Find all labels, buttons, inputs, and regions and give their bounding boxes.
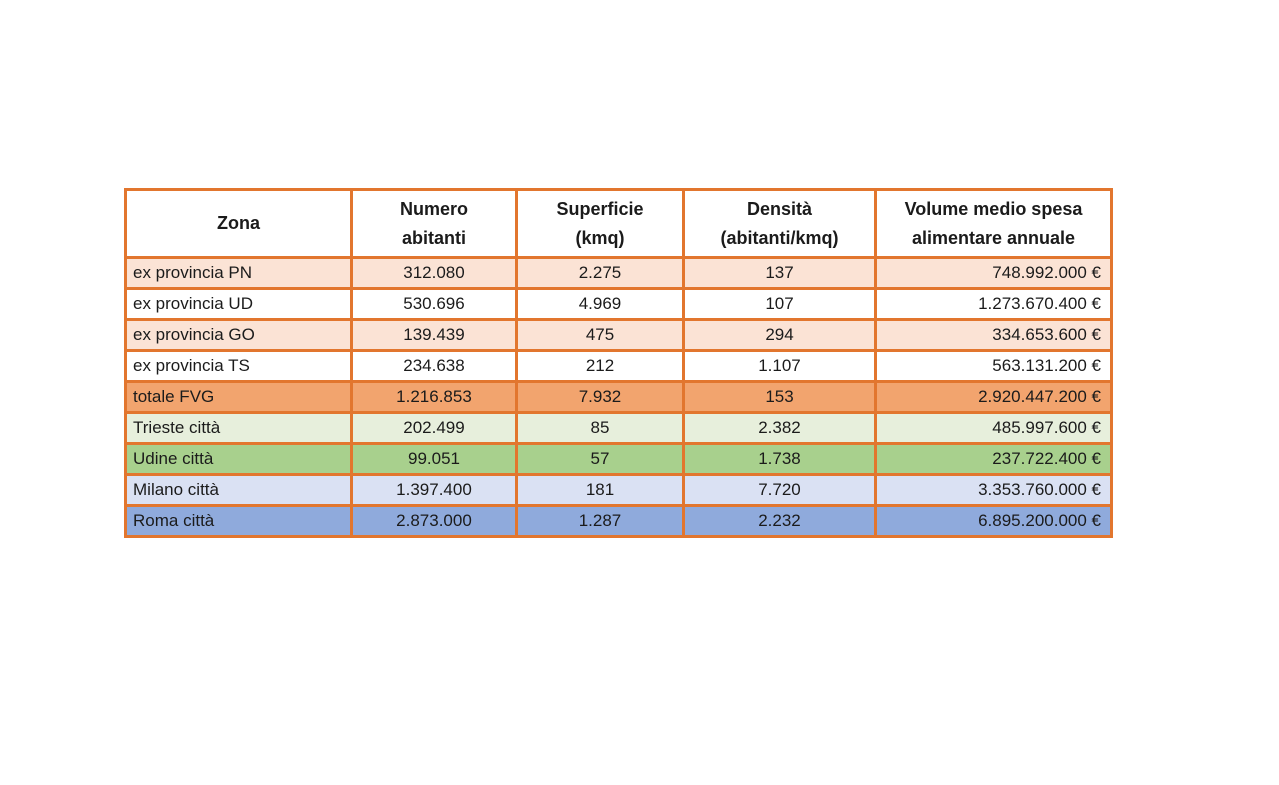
cell-superficie: 4.969	[515, 287, 685, 321]
column-header-label: (abitanti/kmq)	[720, 227, 839, 248]
column-header-numero-abitanti: Numero abitanti	[350, 188, 518, 259]
cell-superficie: 57	[515, 442, 685, 476]
cell-zona: Udine città	[124, 442, 353, 476]
cell-volume-spesa: 3.353.760.000 €	[874, 473, 1113, 507]
cell-numero-abitanti: 234.638	[350, 349, 518, 383]
cell-superficie: 85	[515, 411, 685, 445]
column-header-volume-spesa: Volume medio spesa alimentare annuale	[874, 188, 1113, 259]
column-header-zona: Zona	[124, 188, 353, 259]
cell-numero-abitanti: 139.439	[350, 318, 518, 352]
cell-zona: ex provincia TS	[124, 349, 353, 383]
cell-zona: Roma città	[124, 504, 353, 538]
table-row: ex provincia UD 530.696 4.969 107 1.273.…	[124, 287, 1113, 321]
cell-zona: ex provincia UD	[124, 287, 353, 321]
table-row-total: totale FVG 1.216.853 7.932 153 2.920.447…	[124, 380, 1113, 414]
table-row: ex provincia GO 139.439 475 294 334.653.…	[124, 318, 1113, 352]
cell-superficie: 212	[515, 349, 685, 383]
column-header-densita: Densità (abitanti/kmq)	[682, 188, 877, 259]
cell-superficie: 7.932	[515, 380, 685, 414]
column-header-label: alimentare annuale	[911, 227, 1076, 248]
cell-densita: 107	[682, 287, 877, 321]
cell-numero-abitanti: 530.696	[350, 287, 518, 321]
cell-volume-spesa: 485.997.600 €	[874, 411, 1113, 445]
cell-densita: 294	[682, 318, 877, 352]
cell-densita: 7.720	[682, 473, 877, 507]
table-row: Milano città 1.397.400 181 7.720 3.353.7…	[124, 473, 1113, 507]
cell-zona: Milano città	[124, 473, 353, 507]
column-header-label: Superficie	[556, 198, 644, 219]
cell-volume-spesa: 748.992.000 €	[874, 256, 1113, 290]
cell-volume-spesa: 6.895.200.000 €	[874, 504, 1113, 538]
cell-numero-abitanti: 1.397.400	[350, 473, 518, 507]
cell-densita: 1.738	[682, 442, 877, 476]
header-row: Zona Numero abitanti Superficie (kmq) De…	[124, 188, 1113, 259]
cell-densita: 2.232	[682, 504, 877, 538]
table-row: ex provincia TS 234.638 212 1.107 563.13…	[124, 349, 1113, 383]
cell-superficie: 475	[515, 318, 685, 352]
cell-densita: 137	[682, 256, 877, 290]
cell-numero-abitanti: 202.499	[350, 411, 518, 445]
cell-superficie: 2.275	[515, 256, 685, 290]
cell-zona: ex provincia PN	[124, 256, 353, 290]
cell-superficie: 181	[515, 473, 685, 507]
column-header-label: Zona	[217, 213, 260, 233]
cell-volume-spesa: 1.273.670.400 €	[874, 287, 1113, 321]
cell-zona: ex provincia GO	[124, 318, 353, 352]
table-row: ex provincia PN 312.080 2.275 137 748.99…	[124, 256, 1113, 290]
cell-zona: Trieste città	[124, 411, 353, 445]
column-header-label: Volume medio spesa	[904, 198, 1083, 219]
cell-superficie: 1.287	[515, 504, 685, 538]
cell-numero-abitanti: 312.080	[350, 256, 518, 290]
table-row: Udine città 99.051 57 1.738 237.722.400 …	[124, 442, 1113, 476]
cell-volume-spesa: 334.653.600 €	[874, 318, 1113, 352]
column-header-label: Densità	[746, 198, 813, 219]
cell-numero-abitanti: 2.873.000	[350, 504, 518, 538]
cell-volume-spesa: 237.722.400 €	[874, 442, 1113, 476]
table-row: Trieste città 202.499 85 2.382 485.997.6…	[124, 411, 1113, 445]
column-header-label: (kmq)	[575, 227, 625, 248]
column-header-label: abitanti	[401, 227, 466, 248]
cell-densita: 153	[682, 380, 877, 414]
cell-numero-abitanti: 99.051	[350, 442, 518, 476]
column-header-label: Numero	[399, 198, 468, 219]
table-row: Roma città 2.873.000 1.287 2.232 6.895.2…	[124, 504, 1113, 538]
column-header-superficie: Superficie (kmq)	[515, 188, 685, 259]
cell-volume-spesa: 2.920.447.200 €	[874, 380, 1113, 414]
cell-volume-spesa: 563.131.200 €	[874, 349, 1113, 383]
cell-numero-abitanti: 1.216.853	[350, 380, 518, 414]
cell-densita: 1.107	[682, 349, 877, 383]
cell-zona: totale FVG	[124, 380, 353, 414]
zones-data-table: Zona Numero abitanti Superficie (kmq) De…	[124, 188, 1113, 538]
cell-densita: 2.382	[682, 411, 877, 445]
